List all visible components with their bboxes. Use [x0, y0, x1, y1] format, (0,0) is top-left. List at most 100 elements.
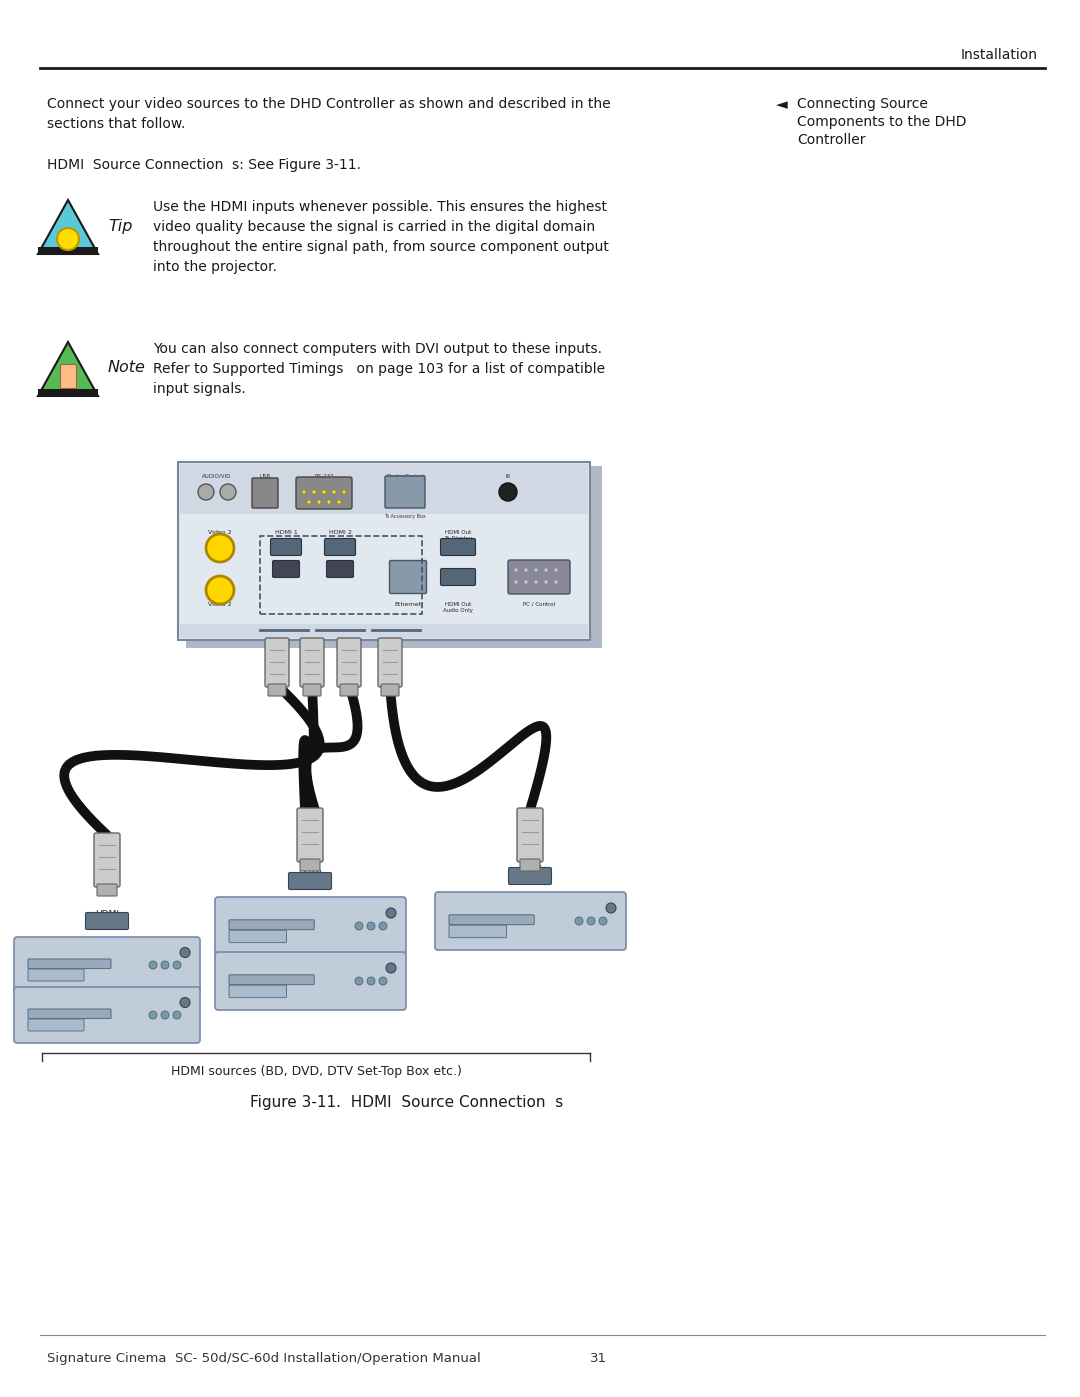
- Circle shape: [379, 977, 387, 985]
- FancyBboxPatch shape: [229, 985, 286, 997]
- Circle shape: [220, 483, 237, 500]
- Circle shape: [312, 490, 316, 495]
- FancyBboxPatch shape: [300, 638, 324, 687]
- FancyBboxPatch shape: [28, 970, 84, 981]
- Circle shape: [534, 569, 538, 571]
- Text: HDMI  Source Connection  s: See Figure 3-11.: HDMI Source Connection s: See Figure 3-1…: [48, 158, 361, 172]
- Text: HDMI
AV OUT: HDMI AV OUT: [91, 909, 124, 930]
- Text: Signature Cinema  SC- 50d/SC-60d Installation/Operation Manual: Signature Cinema SC- 50d/SC-60d Installa…: [48, 1352, 481, 1365]
- FancyBboxPatch shape: [509, 868, 552, 884]
- FancyBboxPatch shape: [296, 476, 352, 509]
- FancyBboxPatch shape: [390, 560, 427, 594]
- Text: Video 2: Video 2: [208, 602, 232, 608]
- FancyBboxPatch shape: [265, 638, 289, 687]
- FancyBboxPatch shape: [272, 560, 299, 577]
- Circle shape: [367, 977, 375, 985]
- Bar: [38, 388, 98, 395]
- FancyBboxPatch shape: [14, 988, 200, 1044]
- FancyBboxPatch shape: [97, 884, 117, 895]
- Circle shape: [575, 916, 583, 925]
- Bar: [180, 624, 588, 638]
- Circle shape: [332, 490, 336, 495]
- Circle shape: [514, 580, 518, 584]
- FancyBboxPatch shape: [517, 807, 543, 862]
- Text: HDMI
AV OUT: HDMI AV OUT: [294, 870, 326, 890]
- FancyBboxPatch shape: [28, 958, 111, 968]
- Circle shape: [379, 922, 387, 930]
- FancyBboxPatch shape: [94, 833, 120, 887]
- Text: Installation: Installation: [961, 47, 1038, 61]
- Text: HDMI 1: HDMI 1: [274, 529, 297, 535]
- FancyBboxPatch shape: [270, 538, 301, 556]
- Circle shape: [524, 580, 528, 584]
- Circle shape: [342, 490, 346, 495]
- Text: HDMI sources (BD, DVD, DTV Set-Top Box etc.): HDMI sources (BD, DVD, DTV Set-Top Box e…: [171, 1065, 461, 1078]
- Text: Figure 3-11.  HDMI  Source Connection  s: Figure 3-11. HDMI Source Connection s: [249, 1095, 564, 1111]
- Text: USB: USB: [259, 474, 271, 479]
- Circle shape: [544, 580, 548, 584]
- FancyBboxPatch shape: [28, 1018, 84, 1031]
- FancyBboxPatch shape: [229, 930, 286, 943]
- FancyBboxPatch shape: [229, 919, 314, 929]
- Text: Use the HDMI inputs whenever possible. This ensures the highest
video quality be: Use the HDMI inputs whenever possible. T…: [153, 200, 609, 274]
- Text: Connecting Source: Connecting Source: [797, 96, 928, 110]
- FancyBboxPatch shape: [435, 893, 626, 950]
- FancyBboxPatch shape: [441, 538, 475, 556]
- FancyBboxPatch shape: [178, 462, 590, 640]
- Polygon shape: [38, 342, 98, 395]
- FancyBboxPatch shape: [384, 476, 426, 509]
- Text: Video 2: Video 2: [208, 529, 232, 535]
- FancyBboxPatch shape: [381, 685, 399, 696]
- Text: Controller: Controller: [797, 133, 865, 147]
- Circle shape: [327, 500, 330, 504]
- Bar: [260, 536, 422, 615]
- Circle shape: [554, 569, 558, 571]
- Text: Ethernet: Ethernet: [394, 602, 421, 608]
- Circle shape: [180, 997, 190, 1007]
- FancyBboxPatch shape: [300, 859, 320, 870]
- Circle shape: [355, 922, 363, 930]
- FancyBboxPatch shape: [215, 897, 406, 956]
- FancyBboxPatch shape: [229, 975, 314, 985]
- Circle shape: [588, 916, 595, 925]
- Circle shape: [599, 916, 607, 925]
- Text: Display/Control: Display/Control: [387, 474, 423, 479]
- Circle shape: [544, 569, 548, 571]
- Circle shape: [173, 1011, 181, 1018]
- FancyBboxPatch shape: [326, 560, 353, 577]
- Circle shape: [57, 228, 79, 250]
- Circle shape: [302, 490, 306, 495]
- Circle shape: [355, 977, 363, 985]
- Circle shape: [554, 580, 558, 584]
- FancyBboxPatch shape: [508, 560, 570, 594]
- Circle shape: [198, 483, 214, 500]
- FancyBboxPatch shape: [337, 638, 361, 687]
- Bar: [180, 464, 588, 514]
- Text: Note: Note: [108, 360, 146, 376]
- Text: ◄: ◄: [777, 96, 787, 112]
- Text: RS-232: RS-232: [314, 474, 334, 479]
- FancyBboxPatch shape: [28, 1009, 111, 1018]
- FancyBboxPatch shape: [288, 873, 332, 890]
- FancyBboxPatch shape: [324, 538, 355, 556]
- FancyBboxPatch shape: [252, 478, 278, 509]
- Text: IR: IR: [505, 474, 511, 479]
- Text: 31: 31: [590, 1352, 607, 1365]
- Text: You can also connect computers with DVI output to these inputs.
Refer to Support: You can also connect computers with DVI …: [153, 342, 605, 397]
- Text: AUDIO/VID: AUDIO/VID: [202, 474, 232, 479]
- FancyBboxPatch shape: [519, 859, 540, 870]
- FancyBboxPatch shape: [378, 638, 402, 687]
- FancyBboxPatch shape: [297, 807, 323, 862]
- Circle shape: [524, 569, 528, 571]
- Circle shape: [386, 963, 396, 972]
- Text: PC / Control: PC / Control: [523, 602, 555, 608]
- FancyBboxPatch shape: [215, 951, 406, 1010]
- Text: Connect your video sources to the DHD Controller as shown and described in the
s: Connect your video sources to the DHD Co…: [48, 96, 610, 131]
- Circle shape: [337, 500, 341, 504]
- Text: HDMI Out
To Display: HDMI Out To Display: [444, 529, 472, 541]
- Text: HDMI
AV OUT: HDMI AV OUT: [513, 865, 546, 886]
- FancyBboxPatch shape: [14, 937, 200, 993]
- Circle shape: [307, 500, 311, 504]
- Text: HDMI 2: HDMI 2: [328, 529, 351, 535]
- FancyBboxPatch shape: [186, 467, 602, 648]
